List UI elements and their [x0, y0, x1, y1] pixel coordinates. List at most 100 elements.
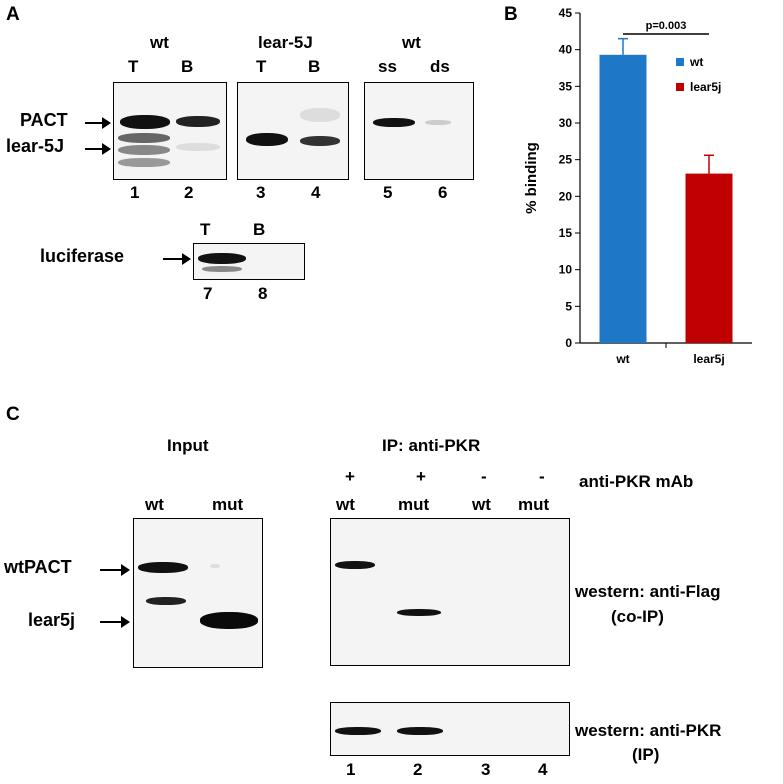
gel4-band-lower — [202, 266, 242, 272]
gel1-smear-2 — [118, 145, 170, 155]
c-lane-number-4: 4 — [538, 760, 548, 779]
lane-number-5: 5 — [383, 183, 393, 202]
gel2-blot — [237, 82, 349, 180]
c-lane-number-1: 1 — [346, 760, 356, 779]
wtpact-arrow-icon — [100, 564, 130, 576]
lear-arrow-icon — [85, 143, 111, 155]
ip-lane-4: mut — [518, 495, 550, 514]
pkr-band-2 — [397, 727, 443, 735]
gel2-lane-b: B — [308, 57, 321, 76]
ip-lane-2: mut — [398, 495, 430, 514]
gel2-band-t — [246, 133, 288, 146]
gel2-smear-b — [300, 108, 340, 122]
mab-label: anti-PKR mAb — [579, 472, 694, 491]
mab-sign-3: - — [481, 467, 487, 486]
lane-number-8: 8 — [258, 284, 268, 303]
coip-band-wt — [335, 561, 375, 569]
lear5j-arrow-icon — [100, 616, 130, 628]
marker-lear: lear-5J — [6, 136, 65, 156]
legend-swatch-wt — [676, 58, 684, 66]
western2-line1: western: anti-PKR — [575, 721, 722, 740]
input-band-lear5j — [200, 612, 258, 629]
marker-luciferase: luciferase — [40, 246, 125, 266]
gel3-band-ds — [425, 120, 451, 125]
gel1-blot — [113, 82, 227, 180]
legend-swatch-lear5j — [676, 83, 684, 91]
binding-chart: 0 5 10 15 20 25 30 35 40 45 % binding wt lear5j p=0.0… — [523, 6, 752, 366]
gel1-smear-b — [176, 143, 220, 151]
c-lane-number-2: 2 — [413, 760, 423, 779]
bar-wt — [599, 54, 647, 344]
luciferase-arrow-icon — [163, 253, 191, 265]
mab-sign-4: - — [539, 467, 545, 486]
input-band-wt-lower — [146, 597, 186, 605]
p-value-annotation: p=0.003 — [646, 20, 687, 32]
input-lane-mut: mut — [212, 495, 244, 514]
y-tick-label-45: 45 — [559, 6, 573, 20]
input-band-faint — [210, 564, 220, 568]
legend-label-lear5j: lear5j — [690, 80, 721, 94]
marker-pact: PACT — [20, 110, 68, 130]
lane-number-6: 6 — [438, 183, 448, 202]
c-lane-number-3: 3 — [481, 760, 491, 779]
gel4-band-luciferase — [198, 253, 246, 264]
y-axis-label: % binding — [523, 142, 540, 214]
y-tick-label-20: 20 — [559, 189, 573, 203]
coip-band-mut — [397, 609, 441, 616]
bar-lear5j — [685, 173, 733, 343]
input-band-wtpact — [138, 562, 188, 573]
gel3-lane-ss: ss — [378, 57, 397, 76]
gel3-header: wt — [402, 33, 421, 52]
gel2-header: lear-5J — [258, 33, 313, 52]
lane-number-2: 2 — [184, 183, 194, 202]
gel1-lane-b: B — [181, 57, 194, 76]
input-blot — [133, 518, 263, 668]
western2-line2: (IP) — [632, 745, 660, 764]
x-tick-label-lear5j: lear5j — [693, 352, 724, 366]
gel2-lane-t: T — [256, 57, 267, 76]
gel3-blot — [364, 82, 474, 180]
y-tick-label-0: 0 — [565, 336, 572, 350]
y-tick-label-40: 40 — [559, 43, 573, 57]
ip-pkr-blot — [330, 702, 570, 756]
panel-a-letter: A — [6, 4, 20, 25]
gel1-smear-1 — [118, 133, 170, 143]
y-tick-label-35: 35 — [559, 79, 573, 93]
y-tick-label-15: 15 — [559, 226, 573, 240]
lane-number-3: 3 — [256, 183, 266, 202]
gel3-band-ss — [373, 118, 415, 127]
coip-blot — [330, 518, 570, 666]
lane-number-7: 7 — [203, 284, 213, 303]
gel4-blot — [193, 243, 305, 280]
gel2-band-b — [300, 136, 340, 146]
pkr-band-1 — [335, 727, 381, 735]
legend-label-wt: wt — [689, 55, 703, 69]
lane-number-4: 4 — [311, 183, 321, 202]
mab-sign-1: + — [345, 467, 355, 486]
gel3-lane-ds: ds — [430, 57, 450, 76]
y-tick-label-30: 30 — [559, 116, 573, 130]
panel-b-letter: B — [504, 4, 518, 25]
gel1-smear-3 — [118, 158, 170, 167]
y-tick-label-10: 10 — [559, 263, 573, 277]
y-tick-label-5: 5 — [565, 299, 572, 313]
gel1-band-pact-t — [120, 115, 170, 129]
input-title: Input — [167, 436, 209, 455]
ip-title: IP: anti-PKR — [382, 436, 481, 455]
marker-lear5j: lear5j — [28, 610, 76, 630]
x-tick-label-wt: wt — [615, 352, 629, 366]
gel4-lane-t: T — [200, 220, 211, 239]
gel1-header: wt — [150, 33, 169, 52]
pact-arrow-icon — [85, 117, 111, 129]
gel1-band-pact-b — [176, 116, 220, 127]
input-lane-wt: wt — [145, 495, 164, 514]
ip-lane-1: wt — [336, 495, 355, 514]
gel1-lane-t: T — [128, 57, 139, 76]
marker-wtpact: wtPACT — [4, 557, 72, 577]
western1-line1: western: anti-Flag — [575, 582, 721, 601]
western1-line2: (co-IP) — [611, 607, 664, 626]
y-tick-label-25: 25 — [559, 153, 573, 167]
mab-sign-2: + — [416, 467, 426, 486]
ip-lane-3: wt — [472, 495, 491, 514]
gel4-lane-b: B — [253, 220, 266, 239]
